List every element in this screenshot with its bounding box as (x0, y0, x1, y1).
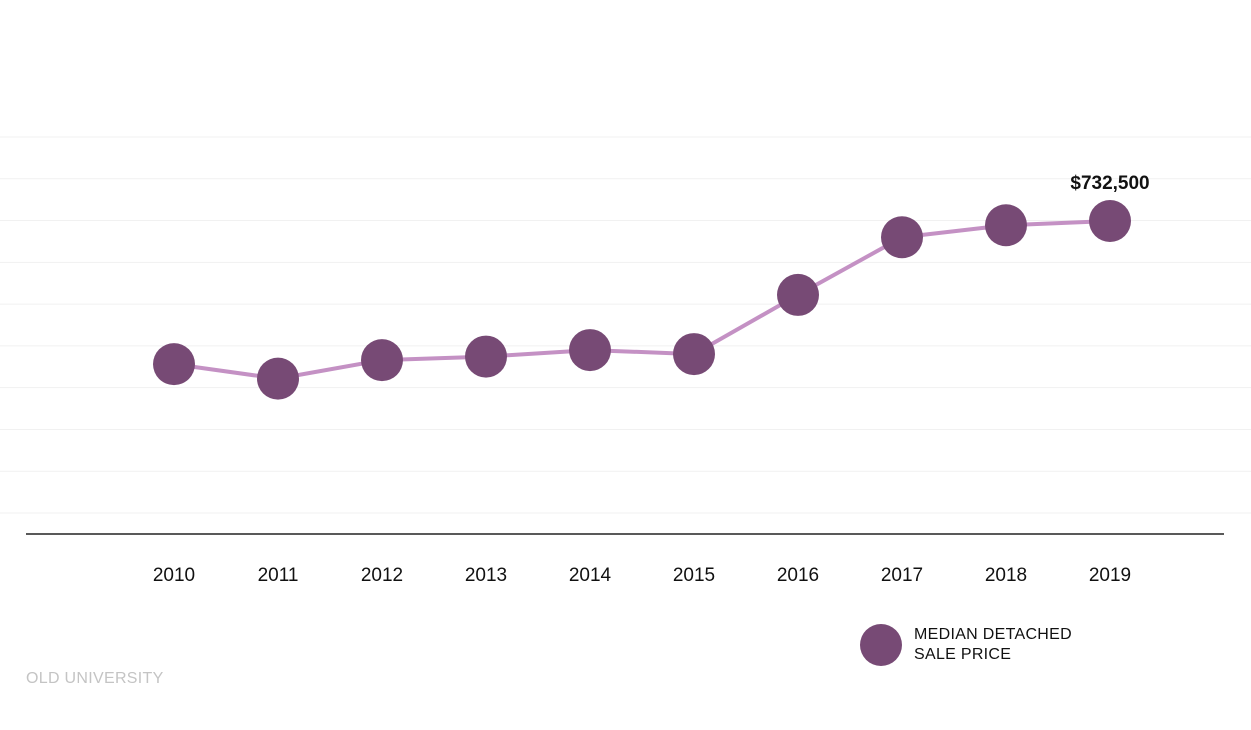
x-tick-label-2014: 2014 (569, 565, 612, 586)
series-line-group (173, 218, 1111, 381)
source-credit: OLD UNIVERSITY (26, 670, 164, 687)
legend-marker-icon (860, 624, 902, 666)
data-point-2011 (257, 357, 299, 400)
data-label-2019: $732,500 (1070, 173, 1149, 194)
data-point-2017 (881, 216, 923, 259)
x-tick-label-2016: 2016 (777, 565, 819, 586)
data-point-2015 (673, 333, 715, 376)
data-point-2019 (1089, 199, 1131, 242)
legend-label: MEDIAN DETACHED SALE PRICE (914, 625, 1072, 665)
x-tick-label-2010: 2010 (153, 565, 195, 586)
data-point-2018 (985, 204, 1027, 247)
data-point-2010 (153, 343, 195, 386)
legend-label-line-2: SALE PRICE (914, 646, 1012, 663)
x-tick-label-2017: 2017 (881, 565, 923, 586)
legend: MEDIAN DETACHED SALE PRICE (860, 624, 1072, 666)
x-tick-label-2013: 2013 (465, 565, 507, 586)
x-tick-label-2012: 2012 (361, 565, 403, 586)
x-tick-label-2015: 2015 (673, 565, 715, 586)
series-line (173, 218, 1111, 381)
data-point-2013 (465, 335, 507, 378)
gridlines (0, 136, 1251, 514)
data-point-2016 (777, 273, 819, 316)
data-label-group: $732,500 (1070, 173, 1149, 194)
x-tick-labels: 2010 2011 2012 2013 2014 2015 2016 2017 2018 2019 (153, 565, 1131, 586)
x-tick-label-2019: 2019 (1089, 565, 1131, 586)
data-point-2012 (361, 339, 403, 382)
data-point-2014 (569, 329, 611, 372)
x-tick-label-2011: 2011 (258, 565, 299, 586)
data-point-group (153, 199, 1131, 400)
legend-label-line-1: MEDIAN DETACHED (914, 626, 1072, 643)
x-tick-label-2018: 2018 (985, 565, 1027, 586)
